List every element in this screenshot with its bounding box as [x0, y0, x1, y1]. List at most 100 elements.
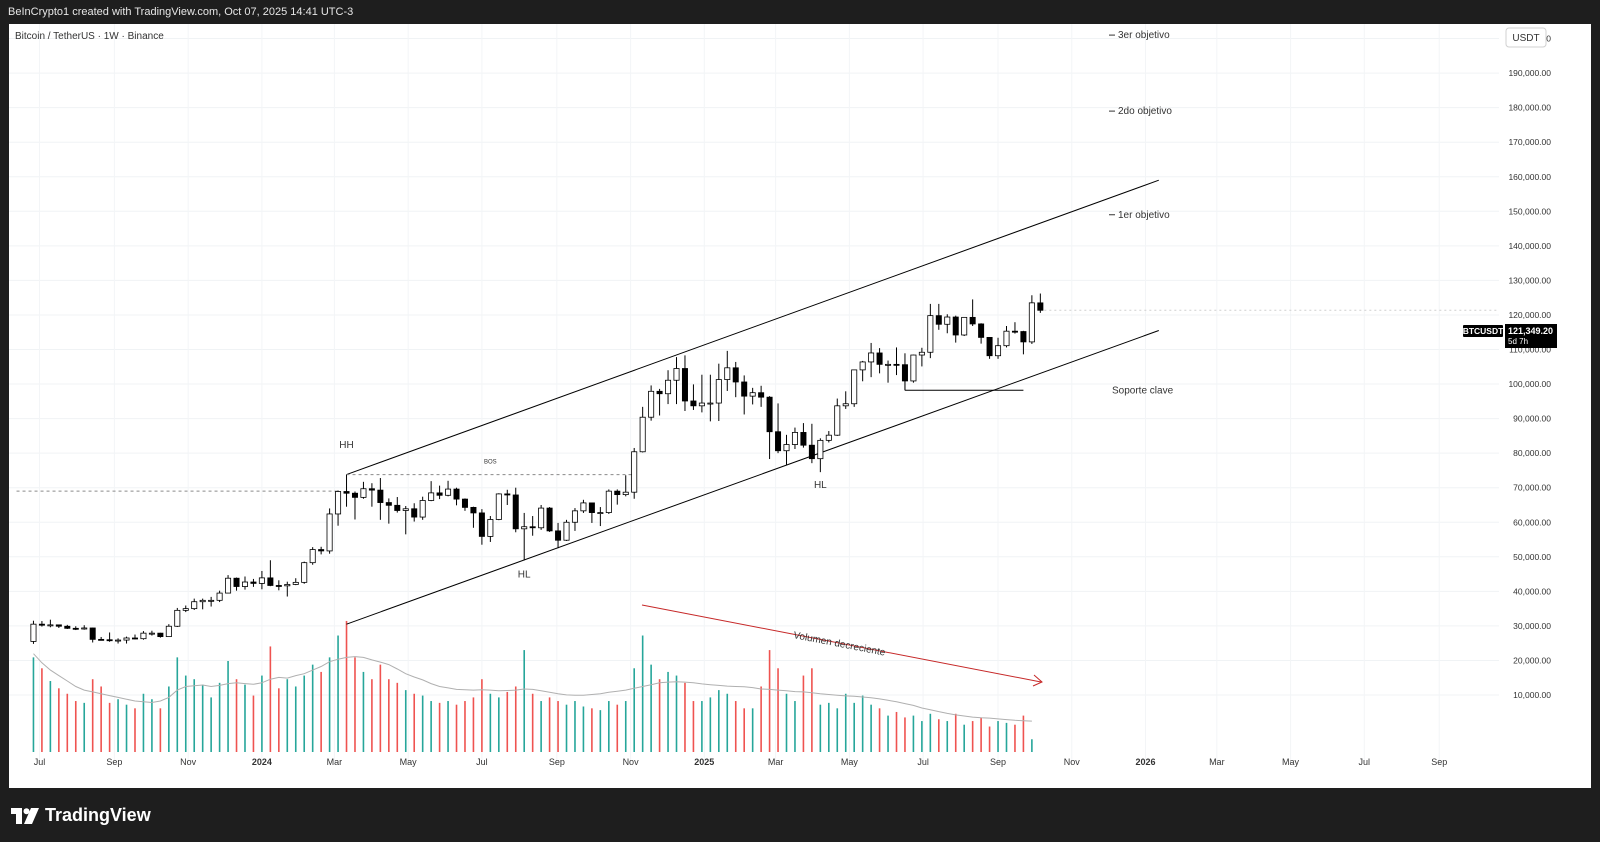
volume-bar [311, 664, 314, 752]
volume-bar [235, 679, 238, 752]
time-tick-label: 2025 [694, 757, 714, 767]
candle-down [808, 444, 815, 460]
candle-down [732, 367, 739, 383]
annotation-label: HH [339, 440, 353, 451]
volume-bar [83, 702, 86, 752]
channel-lower-line [346, 330, 1159, 625]
volume-bar [354, 657, 356, 752]
grid [9, 24, 1499, 764]
volume-bar [74, 701, 77, 752]
volume-bar [421, 695, 424, 752]
volume-bar [574, 701, 576, 752]
volume-bar [41, 668, 43, 752]
candle-up [817, 439, 824, 460]
target-label: 2do objetivo [1118, 106, 1172, 117]
volume-trend-arrow: Volumen decreciente [641, 604, 1043, 687]
symbol-title: Bitcoin / TetherUS · 1W · Binance [15, 31, 164, 42]
volume-bar [870, 704, 872, 752]
volume-bar [828, 702, 830, 752]
volume-bar [362, 671, 365, 752]
candle-down [775, 431, 782, 452]
candle-up [208, 599, 215, 602]
volume-bar [210, 697, 212, 752]
volume-bar [650, 664, 652, 752]
candle-up [191, 601, 198, 610]
time-tick-label: Mar [1209, 757, 1225, 767]
candle-down [952, 316, 959, 336]
annotation-label: BOS [484, 460, 497, 466]
price-tick-label: 100,000.00 [1508, 379, 1551, 389]
time-tick-label: Sep [549, 757, 565, 767]
tradingview-logo[interactable]: TradingView [11, 805, 151, 826]
volume-bar [540, 701, 542, 752]
time-tick-label: Jul [917, 757, 929, 767]
currency-badge[interactable]: USDT [1505, 27, 1547, 48]
volume-bar [582, 706, 585, 752]
volume-bar [506, 691, 509, 752]
time-tick-label: May [841, 757, 859, 767]
volume-bar [184, 675, 187, 752]
chart-panel[interactable]: HH BOS HL HL Soporte clave 1er objetivo 2do ob… [9, 24, 1591, 788]
time-tick-label: May [400, 757, 418, 767]
candle-down [800, 432, 807, 446]
volume-bar [108, 702, 111, 752]
candle-up [174, 609, 181, 627]
target-label: 1er objetivo [1118, 210, 1170, 221]
volume-bar [616, 704, 619, 752]
price-tick-label: 90,000.00 [1513, 414, 1551, 424]
candle-up [665, 379, 672, 395]
price-tick-label: 40,000.00 [1513, 586, 1551, 596]
candle-down [250, 581, 257, 584]
candle-down [318, 549, 325, 552]
candle-down [64, 625, 71, 629]
candle-up [301, 562, 308, 583]
volume-bar [472, 697, 475, 752]
volume-bar [396, 682, 399, 752]
volume-bar [946, 721, 949, 752]
last-price-label: BTCUSDT 121,349.20 5d 7h [1463, 324, 1557, 348]
candle-down [461, 498, 468, 508]
candle-down [546, 507, 553, 532]
price-chart[interactable]: HH BOS HL HL Soporte clave 1er objetivo 2do ob… [9, 24, 1591, 788]
price-label-value: 121,349.20 [1508, 326, 1553, 336]
price-tick-label: 50,000.00 [1513, 552, 1551, 562]
volume-bar [768, 650, 771, 752]
volume-bar [514, 686, 517, 752]
volume-bar [193, 679, 196, 752]
volume-bars [32, 620, 1033, 752]
time-tick-label: Sep [1431, 757, 1447, 767]
candle-down [529, 526, 536, 529]
price-tick-label: 140,000.00 [1508, 241, 1551, 251]
candle-down [876, 352, 883, 365]
volume-bar [980, 717, 982, 752]
volume-bar [751, 708, 754, 752]
volume-bar [692, 701, 695, 752]
volume-bar [278, 688, 280, 752]
candles [30, 293, 1044, 644]
candle-up [563, 521, 570, 541]
candle-up [47, 624, 54, 627]
volume-bar [1022, 715, 1025, 752]
volume-bar [430, 701, 432, 752]
volume-bar [591, 708, 593, 752]
volume-bar [91, 679, 94, 752]
tradingview-logo-icon [11, 807, 39, 824]
candle-down [233, 577, 240, 587]
price-tick-label: 30,000.00 [1513, 621, 1551, 631]
candle-up [140, 632, 147, 640]
volume-bar [371, 679, 373, 752]
candle-up [216, 592, 223, 601]
price-tick-label: 80,000.00 [1513, 448, 1551, 458]
candle-up [258, 577, 265, 584]
volume-bar [904, 717, 906, 752]
candle-up [622, 491, 629, 496]
candle-up [445, 488, 452, 496]
volume-bar [988, 726, 991, 752]
candle-up [335, 491, 342, 515]
price-tick-label: 60,000.00 [1513, 517, 1551, 527]
tradingview-wordmark: TradingView [45, 805, 151, 825]
time-tick-label: Nov [1064, 757, 1081, 767]
volume-bar [328, 657, 331, 752]
volume-bar [261, 675, 263, 752]
volume-bar [557, 701, 559, 752]
